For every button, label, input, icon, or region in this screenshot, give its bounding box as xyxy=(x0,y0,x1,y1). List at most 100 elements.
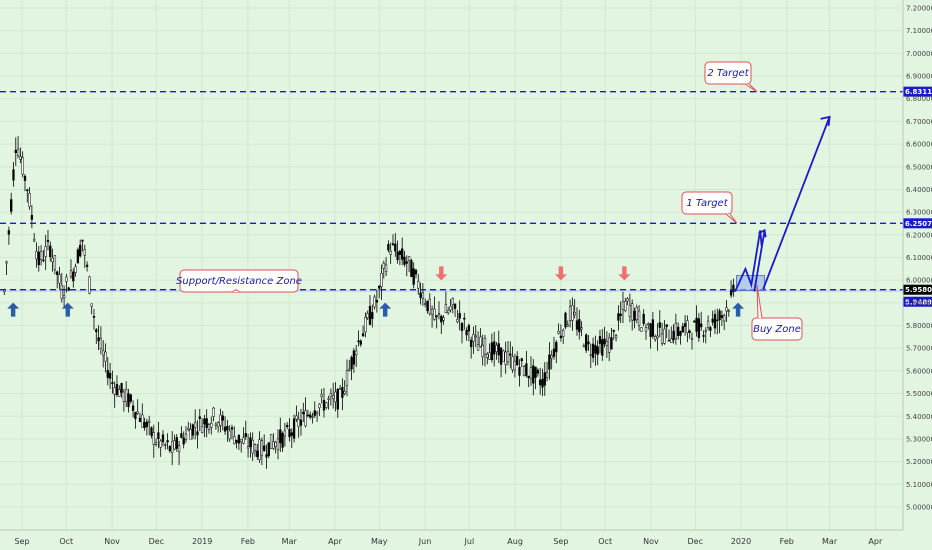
candle-body xyxy=(350,357,353,370)
candle-body xyxy=(290,432,293,436)
candle-body xyxy=(488,352,491,360)
candle-body xyxy=(159,440,162,448)
candle-body xyxy=(219,414,222,426)
candle-body xyxy=(690,338,694,340)
candle-body xyxy=(276,438,280,451)
candle-body xyxy=(228,430,231,440)
candle-body xyxy=(534,366,537,378)
candle-body xyxy=(62,294,66,299)
up-arrow-icon xyxy=(379,302,392,317)
candle-body xyxy=(16,148,20,156)
candle-body xyxy=(187,428,190,431)
candle-body xyxy=(725,307,728,312)
candle-body xyxy=(605,341,609,346)
candle-body xyxy=(481,344,484,358)
candle-body xyxy=(589,354,592,356)
candle-body xyxy=(447,310,450,314)
y-tick-label: 6.00000 xyxy=(906,277,932,285)
price-tag xyxy=(903,284,932,295)
candle-body xyxy=(633,310,636,321)
candle-body xyxy=(380,273,383,287)
candle-body xyxy=(706,320,710,328)
y-tick-label: 7.00000 xyxy=(906,50,932,58)
candle-body xyxy=(42,259,45,262)
candle-body xyxy=(545,372,549,378)
candle-body xyxy=(610,337,613,350)
candle-body xyxy=(366,313,369,319)
candle-body xyxy=(182,437,185,445)
candle-body xyxy=(12,169,15,181)
y-tick-label: 7.20000 xyxy=(906,5,932,13)
candle-body xyxy=(90,303,93,307)
x-tick-label: Dec xyxy=(149,537,164,546)
candle-body xyxy=(288,428,291,438)
candle-body xyxy=(361,333,365,337)
y-tick-label: 5.70000 xyxy=(906,345,932,353)
projection-arrowhead-2 xyxy=(820,115,831,126)
candle-body xyxy=(283,430,287,437)
x-tick-label: Oct xyxy=(59,537,73,546)
candle-body xyxy=(651,319,655,337)
candle-body xyxy=(72,271,75,282)
candle-body xyxy=(175,437,178,449)
candle-body xyxy=(596,346,599,355)
candle-body xyxy=(732,284,735,293)
candle-body xyxy=(674,323,678,339)
candle-body xyxy=(635,307,638,320)
candle-body xyxy=(203,418,206,425)
candle-body xyxy=(272,441,275,449)
candle-body xyxy=(39,251,43,260)
candle-body xyxy=(327,398,330,400)
candle-body xyxy=(295,415,298,420)
candle-body xyxy=(115,384,119,395)
candle-body xyxy=(716,319,719,322)
candle-body xyxy=(435,315,438,317)
candle-body xyxy=(129,394,132,402)
candle-body xyxy=(249,437,252,448)
candle-body xyxy=(136,411,139,414)
candle-body xyxy=(539,379,542,386)
price-tag xyxy=(903,218,932,229)
candle-body xyxy=(357,340,360,343)
note-pointer xyxy=(231,289,241,293)
candle-body xyxy=(332,394,335,400)
x-tick-label: Feb xyxy=(780,537,794,546)
candle-body xyxy=(256,450,259,458)
x-tick-label: Jul xyxy=(464,537,475,546)
candle-body xyxy=(51,257,54,262)
candle-body xyxy=(30,215,34,220)
y-tick-label: 5.10000 xyxy=(906,481,932,489)
candle-body xyxy=(7,230,11,235)
candle-body xyxy=(329,393,333,397)
candle-body xyxy=(371,312,374,319)
note-box xyxy=(704,61,752,85)
candle-body xyxy=(313,410,316,416)
candle-body xyxy=(65,276,68,282)
candle-body xyxy=(191,424,195,436)
candle-body xyxy=(506,350,510,363)
candle-body xyxy=(711,318,714,323)
candle-body xyxy=(490,342,494,360)
x-tick-label: 2020 xyxy=(731,537,751,546)
candle-body xyxy=(660,333,664,344)
candle-body xyxy=(97,337,100,342)
candle-body xyxy=(460,323,464,332)
candle-body xyxy=(601,339,604,356)
candle-body xyxy=(486,354,489,358)
x-tick-label: Mar xyxy=(282,537,298,546)
candle-body xyxy=(33,238,36,242)
candle-body xyxy=(364,316,367,333)
candles-layer xyxy=(3,136,735,469)
candle-body xyxy=(67,287,70,291)
candle-body xyxy=(177,445,181,453)
x-tick-label: May xyxy=(371,537,388,546)
candle-body xyxy=(396,251,399,261)
price-tag-label: 5.95803 xyxy=(905,286,932,294)
candle-body xyxy=(405,261,408,264)
price-tag xyxy=(903,296,932,307)
candle-body xyxy=(695,317,698,332)
candle-body xyxy=(244,433,247,438)
